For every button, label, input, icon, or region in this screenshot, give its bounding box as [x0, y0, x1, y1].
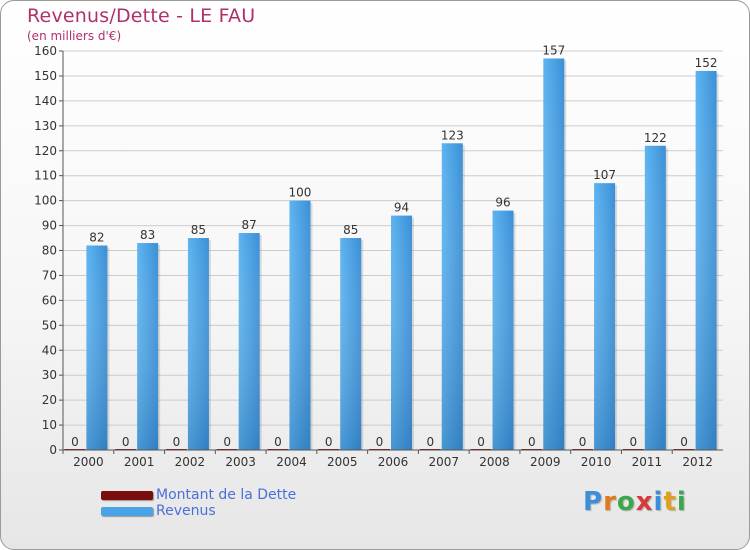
- data-label-revenus-2010: 107: [593, 168, 616, 182]
- logo-letter: x: [635, 487, 654, 517]
- data-label-dette-2001: 0: [122, 435, 130, 449]
- legend-item-dette: Montant de la Dette: [101, 487, 296, 503]
- logo-letter: t: [663, 487, 677, 517]
- data-label-dette-2009: 0: [528, 435, 536, 449]
- y-tick-label: 20: [42, 393, 57, 407]
- data-label-dette-2002: 0: [173, 435, 181, 449]
- bar-shade-revenus-2001: [137, 243, 159, 450]
- x-tick-label: 2000: [73, 455, 104, 469]
- data-label-dette-2011: 0: [630, 435, 638, 449]
- bar-shade-revenus-2004: [289, 200, 311, 450]
- data-label-revenus-2008: 96: [495, 196, 510, 210]
- data-label-dette-2008: 0: [477, 435, 485, 449]
- logo-letter: r: [603, 487, 617, 517]
- data-label-revenus-2007: 123: [441, 128, 464, 142]
- data-label-revenus-2001: 83: [140, 228, 155, 242]
- data-label-dette-2006: 0: [376, 435, 384, 449]
- legend-swatch-revenus: [101, 506, 153, 516]
- bar-shade-revenus-2003: [238, 233, 260, 450]
- data-label-revenus-2002: 85: [191, 223, 206, 237]
- y-tick-label: 160: [34, 44, 57, 58]
- data-label-dette-2007: 0: [426, 435, 434, 449]
- bar-shade-revenus-2009: [543, 58, 565, 450]
- x-tick-label: 2011: [632, 455, 663, 469]
- legend-label-revenus: Revenus: [156, 503, 216, 519]
- x-tick-label: 2001: [124, 455, 155, 469]
- proxiti-logo: Proxiti: [583, 487, 687, 517]
- x-tick-label: 2005: [327, 455, 358, 469]
- legend-swatch-dette: [101, 490, 153, 500]
- data-label-dette-2012: 0: [680, 435, 688, 449]
- bar-shade-revenus-2012: [695, 70, 717, 450]
- chart-title: Revenus/Dette - LE FAU: [27, 5, 256, 27]
- legend-label-dette: Montant de la Dette: [156, 487, 297, 503]
- y-tick-label: 150: [34, 69, 57, 83]
- data-label-revenus-2011: 122: [644, 131, 667, 145]
- y-tick-label: 110: [34, 169, 57, 183]
- logo-letter: P: [583, 487, 604, 517]
- bar-shade-revenus-2008: [492, 210, 514, 450]
- y-tick-label: 70: [42, 268, 57, 282]
- y-tick-label: 140: [34, 94, 57, 108]
- y-tick-label: 10: [42, 418, 57, 432]
- bar-shade-revenus-2007: [441, 143, 463, 451]
- y-tick-label: 0: [49, 443, 57, 457]
- logo-letter: i: [653, 487, 664, 517]
- bar-shade-revenus-2010: [594, 183, 616, 450]
- data-label-revenus-2004: 100: [289, 186, 312, 200]
- legend: Montant de la Dette Revenus: [101, 487, 296, 519]
- x-tick-label: 2008: [479, 455, 510, 469]
- y-tick-label: 120: [34, 144, 57, 158]
- y-tick-label: 80: [42, 244, 57, 258]
- data-label-dette-2005: 0: [325, 435, 333, 449]
- data-label-revenus-2006: 94: [394, 201, 409, 215]
- data-label-revenus-2012: 152: [695, 56, 718, 70]
- data-label-revenus-2009: 157: [542, 43, 565, 57]
- x-tick-label: 2002: [175, 455, 206, 469]
- bar-shade-revenus-2005: [340, 238, 362, 450]
- bar-shade-revenus-2000: [86, 245, 108, 450]
- y-tick-label: 50: [42, 318, 57, 332]
- y-tick-label: 40: [42, 343, 57, 357]
- x-tick-label: 2009: [530, 455, 561, 469]
- y-tick-label: 60: [42, 293, 57, 307]
- bar-shade-revenus-2006: [391, 215, 412, 450]
- data-label-dette-2010: 0: [579, 435, 587, 449]
- data-label-revenus-2000: 82: [89, 231, 104, 245]
- data-label-revenus-2003: 87: [242, 218, 257, 232]
- legend-item-revenus: Revenus: [101, 503, 296, 519]
- y-tick-label: 130: [34, 119, 57, 133]
- x-tick-label: 2004: [276, 455, 307, 469]
- x-tick-label: 2003: [225, 455, 256, 469]
- chart-subtitle: (en milliers d'€): [27, 29, 122, 43]
- data-label-dette-2000: 0: [71, 435, 79, 449]
- x-tick-label: 2012: [682, 455, 713, 469]
- logo-letter: o: [616, 487, 636, 517]
- y-tick-label: 100: [34, 194, 57, 208]
- logo-letter: i: [676, 487, 687, 517]
- data-label-dette-2003: 0: [223, 435, 231, 449]
- y-tick-label: 30: [42, 368, 57, 382]
- x-tick-label: 2007: [428, 455, 459, 469]
- data-label-revenus-2005: 85: [343, 223, 358, 237]
- bar-shade-revenus-2002: [187, 238, 209, 450]
- data-label-dette-2004: 0: [274, 435, 282, 449]
- bar-shade-revenus-2011: [644, 145, 666, 450]
- y-tick-label: 90: [42, 219, 57, 233]
- x-tick-label: 2006: [378, 455, 409, 469]
- x-tick-label: 2010: [581, 455, 612, 469]
